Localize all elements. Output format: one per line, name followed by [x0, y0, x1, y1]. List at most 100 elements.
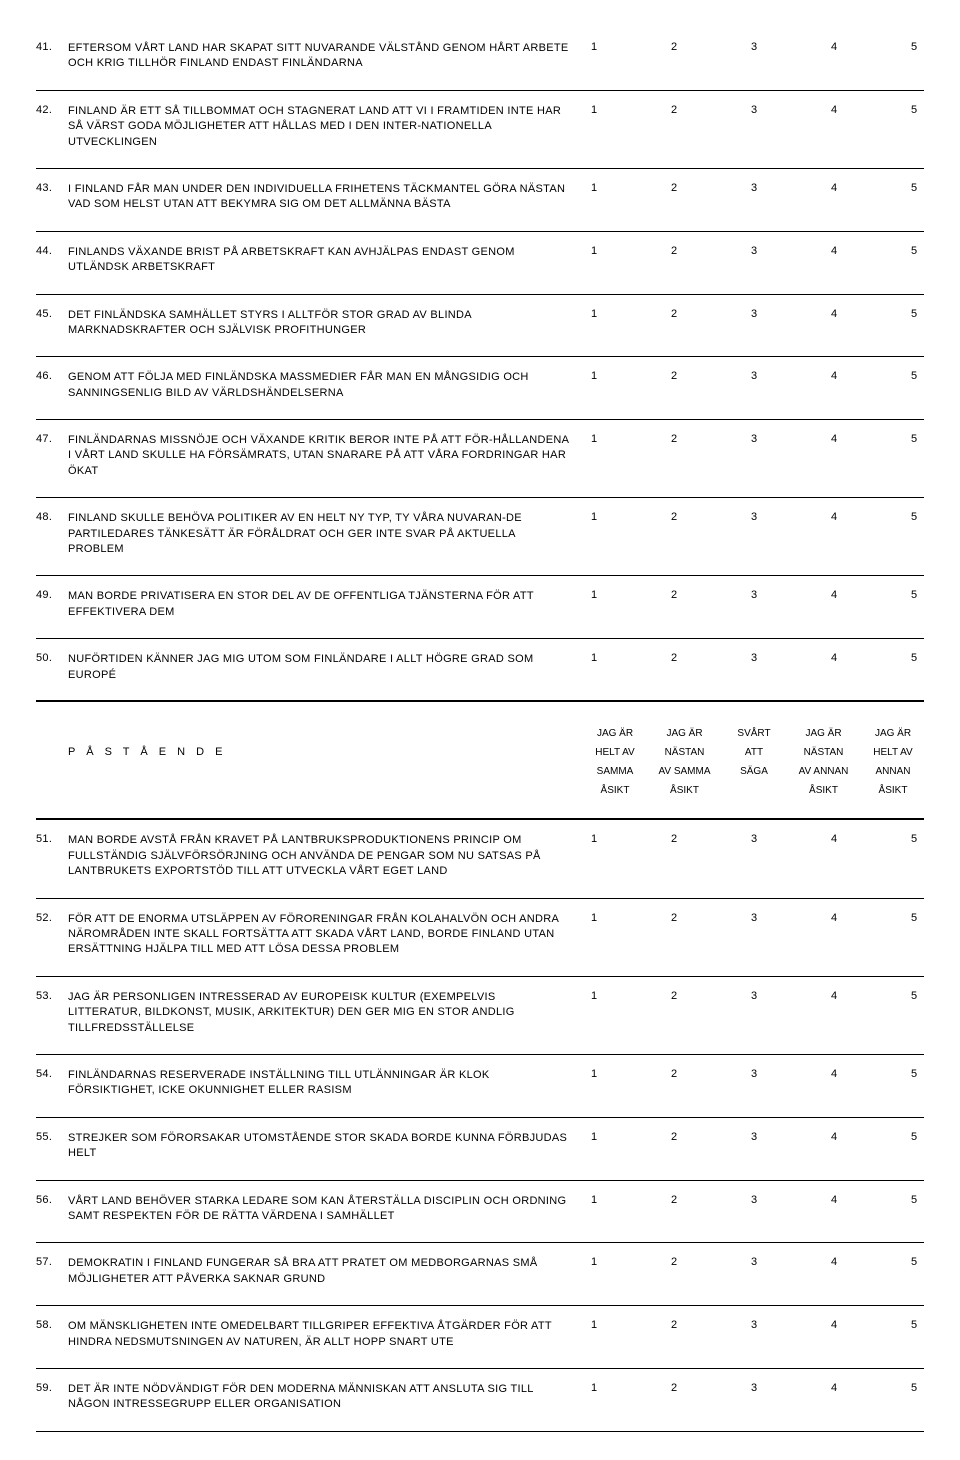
scale-option[interactable]: 2	[664, 1319, 684, 1331]
scale-option[interactable]: 3	[744, 104, 764, 116]
scale-option[interactable]: 4	[824, 912, 844, 924]
scale-option[interactable]: 3	[744, 1194, 764, 1206]
scale-option[interactable]: 5	[904, 990, 924, 1002]
scale-option[interactable]: 2	[664, 589, 684, 601]
scale-option[interactable]: 1	[584, 1068, 604, 1080]
likert-scale[interactable]: 12345	[584, 511, 924, 523]
scale-option[interactable]: 3	[744, 308, 764, 320]
scale-option[interactable]: 3	[744, 1382, 764, 1394]
scale-option[interactable]: 5	[904, 589, 924, 601]
scale-option[interactable]: 3	[744, 1068, 764, 1080]
scale-option[interactable]: 4	[824, 511, 844, 523]
scale-option[interactable]: 1	[584, 41, 604, 53]
scale-option[interactable]: 5	[904, 1256, 924, 1268]
likert-scale[interactable]: 1 2 3 4 5	[584, 182, 924, 194]
scale-option[interactable]: 4	[824, 1194, 844, 1206]
scale-option[interactable]: 4	[824, 652, 844, 664]
scale-option[interactable]: 5	[904, 104, 924, 116]
scale-option[interactable]: 2	[664, 652, 684, 664]
likert-scale[interactable]: 1 2 3 4 5	[584, 652, 924, 664]
scale-option[interactable]: 5	[904, 433, 924, 445]
scale-option[interactable]: 3	[744, 182, 764, 194]
scale-option[interactable]: 2	[664, 433, 684, 445]
scale-option[interactable]: 4	[824, 1131, 844, 1143]
scale-option[interactable]: 3	[744, 1319, 764, 1331]
scale-option[interactable]: 5	[904, 370, 924, 382]
scale-option[interactable]: 5	[904, 308, 924, 320]
scale-option[interactable]: 1	[584, 652, 604, 664]
scale-option[interactable]: 1	[584, 1319, 604, 1331]
likert-scale[interactable]: 12345	[584, 104, 924, 116]
likert-scale[interactable]: 12345	[584, 990, 924, 1002]
scale-option[interactable]: 1	[584, 245, 604, 257]
scale-option[interactable]: 3	[744, 589, 764, 601]
scale-option[interactable]: 4	[824, 245, 844, 257]
scale-option[interactable]: 2	[664, 990, 684, 1002]
scale-option[interactable]: 4	[824, 370, 844, 382]
scale-option[interactable]: 1	[584, 308, 604, 320]
scale-option[interactable]: 1	[584, 182, 604, 194]
likert-scale[interactable]: 12345	[584, 833, 924, 845]
scale-option[interactable]: 1	[584, 1194, 604, 1206]
scale-option[interactable]: 3	[744, 511, 764, 523]
scale-option[interactable]: 5	[904, 245, 924, 257]
scale-option[interactable]: 2	[664, 370, 684, 382]
scale-option[interactable]: 1	[584, 990, 604, 1002]
scale-option[interactable]: 5	[904, 652, 924, 664]
scale-option[interactable]: 2	[664, 912, 684, 924]
scale-option[interactable]: 3	[744, 433, 764, 445]
likert-scale[interactable]: 12345	[584, 1068, 924, 1080]
likert-scale[interactable]: 1 2 3 4 5	[584, 1256, 924, 1268]
scale-option[interactable]: 1	[584, 833, 604, 845]
scale-option[interactable]: 4	[824, 1068, 844, 1080]
scale-option[interactable]: 5	[904, 41, 924, 53]
scale-option[interactable]: 2	[664, 182, 684, 194]
scale-option[interactable]: 1	[584, 1131, 604, 1143]
scale-option[interactable]: 2	[664, 1068, 684, 1080]
scale-option[interactable]: 3	[744, 41, 764, 53]
scale-option[interactable]: 5	[904, 1131, 924, 1143]
scale-option[interactable]: 1	[584, 589, 604, 601]
likert-scale[interactable]: 12345	[584, 370, 924, 382]
likert-scale[interactable]: 12345	[584, 308, 924, 320]
scale-option[interactable]: 2	[664, 308, 684, 320]
scale-option[interactable]: 1	[584, 511, 604, 523]
likert-scale[interactable]: 1 2 3 4 5	[584, 1131, 924, 1143]
scale-option[interactable]: 3	[744, 1131, 764, 1143]
scale-option[interactable]: 5	[904, 1319, 924, 1331]
scale-option[interactable]: 1	[584, 104, 604, 116]
scale-option[interactable]: 4	[824, 182, 844, 194]
scale-option[interactable]: 4	[824, 1382, 844, 1394]
scale-option[interactable]: 4	[824, 1256, 844, 1268]
scale-option[interactable]: 4	[824, 833, 844, 845]
scale-option[interactable]: 3	[744, 1256, 764, 1268]
scale-option[interactable]: 5	[904, 182, 924, 194]
scale-option[interactable]: 4	[824, 41, 844, 53]
scale-option[interactable]: 2	[664, 41, 684, 53]
scale-option[interactable]: 1	[584, 433, 604, 445]
scale-option[interactable]: 3	[744, 990, 764, 1002]
scale-option[interactable]: 3	[744, 652, 764, 664]
scale-option[interactable]: 3	[744, 833, 764, 845]
likert-scale[interactable]: 1 2 3 4 5	[584, 433, 924, 445]
scale-option[interactable]: 2	[664, 1382, 684, 1394]
scale-option[interactable]: 2	[664, 833, 684, 845]
scale-option[interactable]: 3	[744, 245, 764, 257]
scale-option[interactable]: 1	[584, 1382, 604, 1394]
likert-scale[interactable]: 12345	[584, 912, 924, 924]
scale-option[interactable]: 3	[744, 912, 764, 924]
scale-option[interactable]: 5	[904, 1194, 924, 1206]
scale-option[interactable]: 2	[664, 245, 684, 257]
scale-option[interactable]: 4	[824, 433, 844, 445]
likert-scale[interactable]: 1 2 3 4 5	[584, 245, 924, 257]
scale-option[interactable]: 2	[664, 1256, 684, 1268]
scale-option[interactable]: 1	[584, 370, 604, 382]
scale-option[interactable]: 4	[824, 589, 844, 601]
likert-scale[interactable]: 1 2 3 4 5	[584, 41, 924, 53]
scale-option[interactable]: 1	[584, 1256, 604, 1268]
scale-option[interactable]: 5	[904, 1382, 924, 1394]
likert-scale[interactable]: 1 2 3 4 5	[584, 589, 924, 601]
scale-option[interactable]: 2	[664, 511, 684, 523]
scale-option[interactable]: 2	[664, 1194, 684, 1206]
scale-option[interactable]: 2	[664, 1131, 684, 1143]
